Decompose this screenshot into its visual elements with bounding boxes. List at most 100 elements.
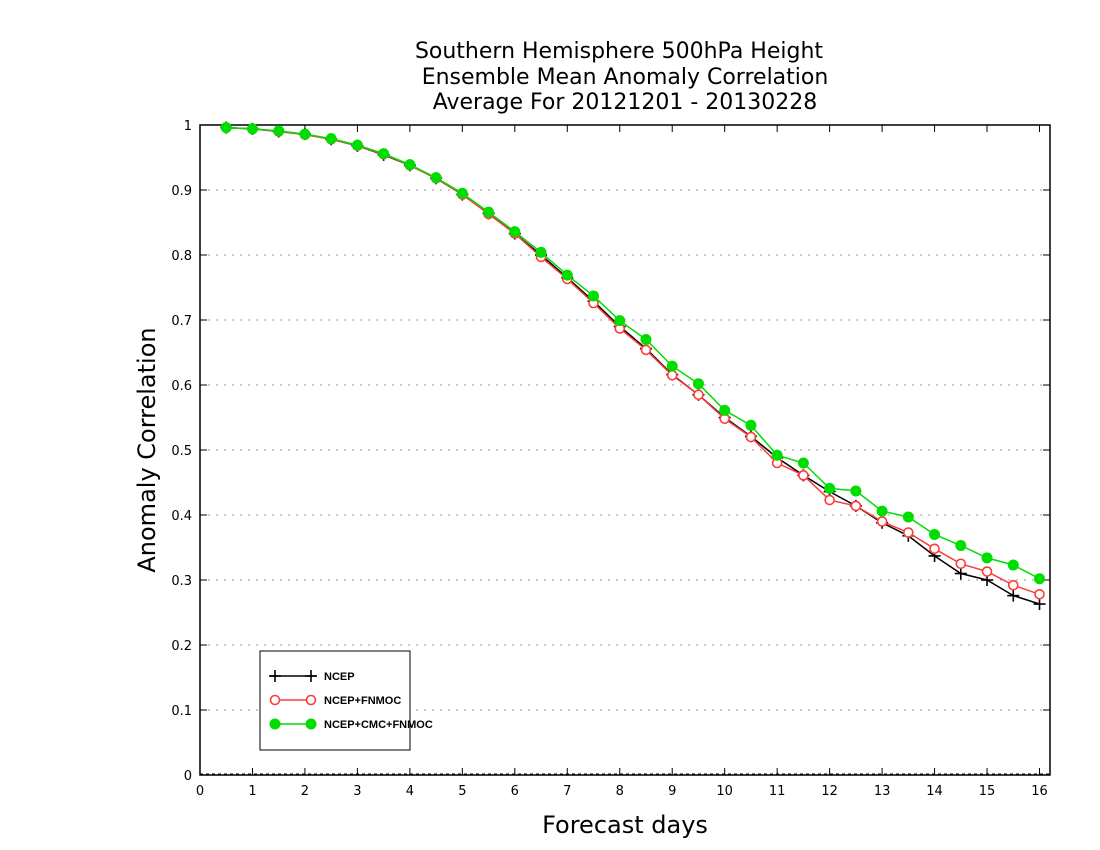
series-line (226, 126, 1040, 605)
y-tick-label: 0.5 (171, 444, 192, 459)
x-tick-label: 6 (511, 784, 519, 799)
data-point (981, 566, 993, 577)
y-tick-label: 0 (184, 769, 192, 784)
y-tick-label: 0.3 (171, 574, 192, 589)
x-tick-label: 5 (458, 784, 466, 799)
data-point (876, 505, 888, 517)
x-tick-label: 15 (979, 784, 996, 799)
y-tick-label: 0.7 (171, 314, 192, 329)
series-layer (220, 121, 1046, 611)
x-tick-label: 14 (926, 784, 943, 799)
data-point (561, 269, 573, 281)
legend-entry-1: NCEP+FNMOC (269, 694, 401, 707)
y-tick-label: 0.9 (171, 184, 192, 199)
data-point (850, 500, 862, 512)
title-line-2: Ensemble Mean Anomaly Correlation (422, 65, 829, 90)
data-point (955, 558, 967, 570)
data-point (588, 290, 600, 302)
data-point (745, 419, 757, 431)
data-point (351, 139, 363, 151)
legend-marker (269, 718, 281, 730)
data-point (483, 206, 495, 218)
data-point (456, 187, 468, 199)
legend-marker (305, 694, 317, 706)
data-point (640, 344, 652, 356)
title-line-3: Average For 20121201 - 20130228 (433, 90, 818, 115)
data-point (273, 125, 285, 137)
data-point (325, 133, 337, 145)
title-line-1: Southern Hemisphere 500hPa Height (415, 39, 823, 64)
data-point (824, 482, 836, 494)
data-point (535, 246, 547, 258)
data-point (798, 470, 809, 481)
series-1 (220, 122, 1045, 600)
data-point (666, 360, 678, 372)
data-point (771, 449, 783, 461)
data-point (1034, 573, 1046, 585)
x-tick-label: 8 (616, 784, 624, 799)
data-point (404, 159, 416, 171)
data-point (903, 527, 914, 538)
data-point (745, 431, 757, 443)
axis-ticks: 00.10.20.30.40.50.60.70.80.910 1 2 3 4 5 6 7 8 9 1… (171, 119, 1050, 799)
legend-label: NCEP+FNMOC (324, 695, 401, 707)
series-0 (220, 121, 1046, 611)
data-point (1007, 579, 1019, 591)
y-tick-label: 0.2 (171, 639, 192, 654)
series-line (226, 126, 1040, 596)
data-point (929, 529, 941, 540)
x-tick-label: 11 (769, 784, 786, 799)
legend-label: NCEP (324, 671, 355, 683)
legend-entry-0: NCEP (269, 670, 355, 683)
series-line (226, 126, 1040, 580)
data-point (876, 516, 888, 527)
y-tick-label: 0.4 (171, 509, 192, 524)
data-point (1007, 559, 1019, 571)
y-axis-label: Anomaly Correlation (133, 327, 161, 572)
data-point (955, 540, 967, 552)
x-tick-label: 2 (301, 784, 309, 799)
legend-label: NCEP+CMC+FNMOC (324, 719, 433, 731)
y-tick-label: 1 (184, 119, 192, 134)
legend-marker (269, 694, 281, 706)
data-point (430, 172, 442, 184)
data-point (1007, 589, 1020, 602)
x-tick-label: 3 (353, 784, 361, 799)
data-point (824, 494, 835, 506)
x-tick-label: 13 (874, 784, 891, 799)
data-point (1033, 598, 1046, 611)
data-point (929, 543, 940, 555)
legend: NCEP NCEP+FNMOC NCEP+CMC+FNMOC (259, 650, 433, 751)
legend-marker (269, 670, 281, 682)
legend-marker (305, 670, 317, 682)
data-point (692, 378, 704, 390)
data-point (719, 404, 731, 416)
data-point (981, 552, 993, 564)
x-tick-label: 10 (716, 784, 733, 799)
x-tick-label: 7 (563, 784, 571, 799)
y-tick-label: 0.6 (171, 379, 192, 394)
data-point (220, 122, 232, 134)
x-tick-label: 9 (668, 784, 676, 799)
data-point (902, 511, 914, 523)
data-point (614, 315, 626, 327)
data-point (797, 457, 809, 469)
x-tick-label: 1 (248, 784, 256, 799)
chart-title: Southern Hemisphere 500hPa Height Ensemb… (415, 39, 828, 115)
x-tick-label: 0 (196, 784, 204, 799)
legend-marker (305, 718, 317, 730)
data-point (246, 123, 258, 135)
data-point (850, 485, 862, 497)
data-point (509, 226, 521, 238)
x-axis-label: Forecast days (542, 811, 708, 839)
x-tick-label: 16 (1031, 784, 1048, 799)
data-point (666, 369, 678, 381)
data-point (640, 334, 652, 345)
data-point (954, 567, 967, 580)
data-point (299, 128, 311, 140)
data-point (378, 148, 390, 160)
data-point (1034, 588, 1045, 600)
x-tick-label: 4 (406, 784, 414, 799)
y-tick-label: 0.8 (171, 249, 192, 264)
